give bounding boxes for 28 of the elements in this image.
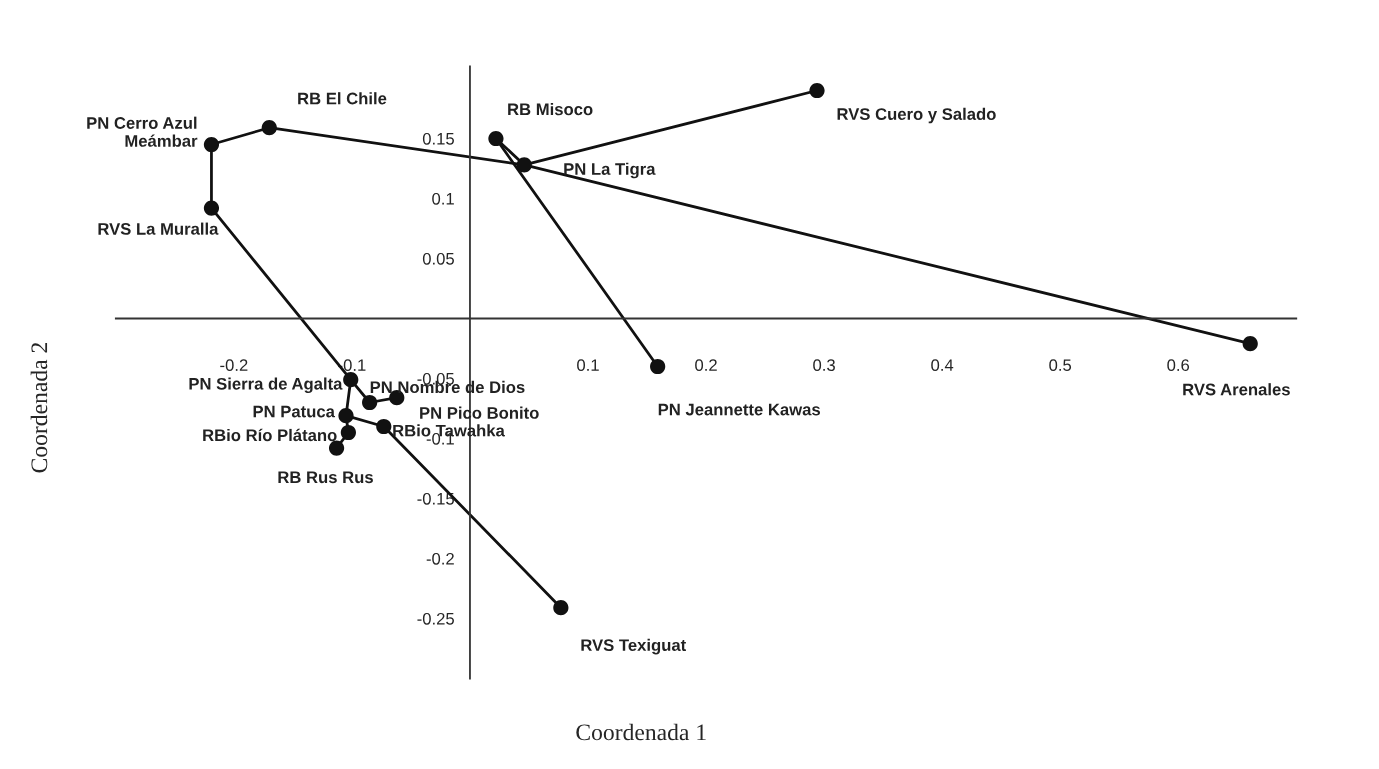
y-tick-label: -0.15 (417, 492, 454, 505)
x-tick-label: 0.5 (1049, 359, 1072, 372)
y-tick-label: -0.25 (417, 612, 454, 625)
x-tick-label: 0.6 (1167, 359, 1190, 372)
annotation: RB Rus Rus (278, 471, 373, 484)
annotation: RVS Arenales (1183, 383, 1290, 396)
y-tick-label: 0.05 (422, 252, 454, 265)
annotation: RB Misoco (508, 102, 593, 116)
x-tick-label: 0.4 (931, 359, 954, 372)
annotation: PN Cerro Azul Meámbar (87, 116, 198, 147)
x-tick-label: 0.3 (813, 359, 835, 372)
y-axis-title: Coordenada 2 (30, 342, 48, 473)
annotation: RB El Chile (298, 92, 387, 105)
annotation: PN La Tigra (564, 162, 656, 179)
x-tick-label: -0.2 (220, 359, 248, 372)
annotation: PN Sierra de Agalta (189, 377, 343, 394)
x-tick-label: 0.1 (577, 359, 599, 372)
annotation: RBio Río Plátano (203, 428, 337, 442)
x-tick-label: 0.2 (695, 359, 717, 372)
y-tick-label: 0.15 (422, 132, 454, 145)
annotation: RVS La Muralla (98, 222, 219, 235)
x-axis-title: Coordenada 1 (576, 723, 706, 741)
annotation: RVS Cuero y Salado (837, 107, 996, 124)
annotation: PN Patuca (253, 405, 336, 418)
y-tick-label: -0.2 (426, 552, 454, 565)
annotation: RVS Texiguat (581, 638, 687, 655)
annotation: PN Jeannette Kawas (658, 403, 820, 416)
y-tick-label: 0.1 (432, 192, 454, 205)
